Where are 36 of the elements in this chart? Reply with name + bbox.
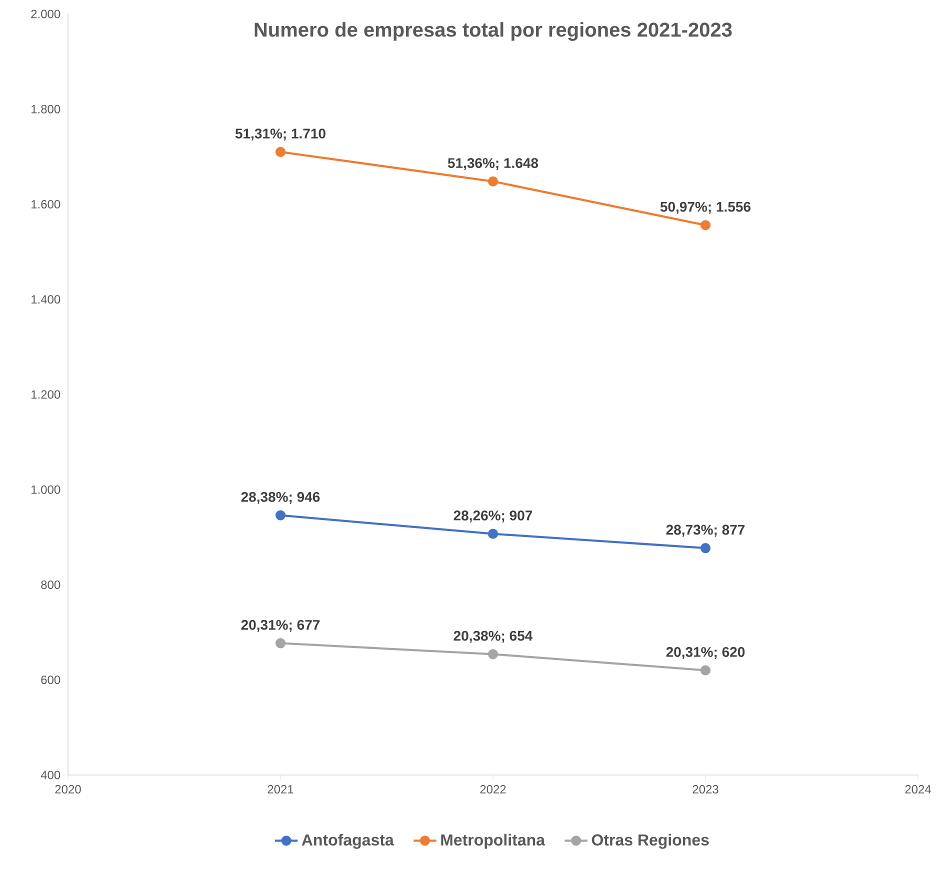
- x-tick-label: 2023: [692, 785, 718, 794]
- point: [488, 528, 498, 539]
- legend-label: Metropolitana: [441, 834, 546, 849]
- data-label: 20,38%; 654: [454, 630, 533, 643]
- x-tick-label: 2022: [480, 785, 506, 794]
- y-tick-label: 2.000: [31, 10, 60, 18]
- y-tick-label: 1.800: [32, 104, 60, 114]
- data-label: 28,73%; 877: [666, 524, 745, 537]
- y-tick-label: 1.000: [32, 485, 60, 494]
- point: [275, 638, 286, 648]
- x-tick-label: 2020: [55, 785, 81, 794]
- data-label: 51,31%; 1.710: [235, 128, 326, 141]
- point: [700, 543, 711, 554]
- y-tick-label: 1.400: [32, 295, 60, 304]
- point: [275, 146, 286, 157]
- chart-title: Numero de empresas total por regiones 2021-2023: [254, 22, 732, 41]
- y-tick-label: 800: [41, 580, 60, 589]
- data-label: 28,26%; 907: [454, 510, 532, 522]
- data-label: 20,31%; 620: [666, 647, 745, 659]
- y-tick-label: 600: [41, 676, 60, 684]
- legend-label: Antofagasta: [302, 834, 394, 849]
- point: [488, 649, 498, 660]
- data-label: 50,97%; 1.556: [660, 202, 751, 214]
- point: [488, 176, 498, 186]
- data-label: 20,31%; 677: [241, 620, 320, 632]
- legend-label: Otras Regiones: [592, 834, 709, 849]
- point: [700, 220, 711, 230]
- y-tick-label: 400: [40, 770, 60, 780]
- point: [275, 510, 286, 520]
- data-label: 28,38%; 946: [241, 492, 320, 504]
- x-tick-label: 2021: [268, 785, 294, 794]
- x-tick-label: 2024: [905, 785, 931, 794]
- data-label: 51,36%; 1.648: [448, 158, 538, 170]
- point: [700, 665, 711, 676]
- y-tick-label: 1.200: [32, 390, 60, 399]
- y-tick-label: 1.600: [32, 200, 60, 208]
